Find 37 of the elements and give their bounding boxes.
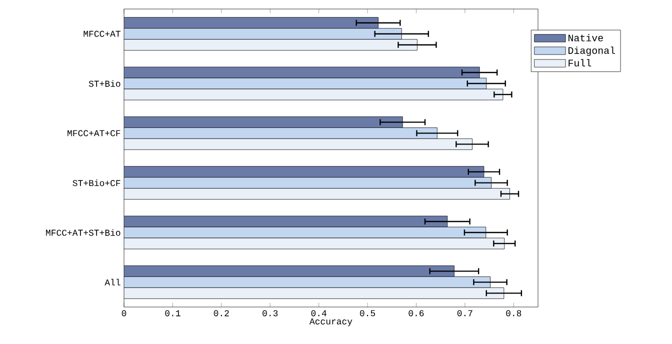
x-axis-title: Accuracy bbox=[309, 318, 352, 326]
bar bbox=[124, 226, 486, 238]
bar bbox=[124, 188, 510, 200]
bar bbox=[124, 238, 505, 250]
y-tick-label: MFCC+AT+CF bbox=[68, 130, 120, 136]
x-tick-label: 0.6 bbox=[408, 310, 424, 316]
bar bbox=[124, 177, 492, 189]
y-tick-label: ST+Bio bbox=[88, 80, 120, 87]
bar bbox=[124, 265, 454, 277]
x-tick-label: 0.4 bbox=[311, 310, 326, 316]
y-tick-label: ST+Bio+CF bbox=[72, 180, 120, 186]
bar bbox=[124, 276, 490, 288]
y-tick-label: MFCC+AT bbox=[84, 30, 120, 37]
legend-label: Full bbox=[568, 59, 592, 66]
bar bbox=[124, 116, 403, 128]
bar bbox=[124, 28, 402, 40]
legend-label: Native bbox=[568, 34, 603, 42]
x-tick-label: 0.2 bbox=[214, 310, 229, 316]
x-tick-label: 0.7 bbox=[457, 310, 472, 316]
x-tick-label: 0.1 bbox=[165, 310, 180, 316]
y-tick-label: MFCC+AT+ST+Bio bbox=[46, 229, 120, 236]
bar bbox=[124, 78, 487, 90]
x-tick-label: 0.3 bbox=[262, 310, 278, 316]
x-tick-label: 0.5 bbox=[360, 310, 376, 316]
bar bbox=[124, 17, 378, 29]
y-tick-label: All bbox=[104, 278, 120, 286]
bar bbox=[124, 88, 504, 100]
bar bbox=[124, 138, 472, 150]
bar bbox=[124, 39, 418, 51]
bar bbox=[124, 127, 438, 139]
bar bbox=[124, 66, 480, 78]
x-tick-label: 0.8 bbox=[506, 310, 522, 316]
legend-label: Diagonal bbox=[568, 46, 616, 56]
bar bbox=[124, 216, 448, 228]
bar bbox=[124, 166, 484, 178]
bar bbox=[124, 287, 504, 299]
x-tick-label: 0 bbox=[122, 310, 126, 316]
